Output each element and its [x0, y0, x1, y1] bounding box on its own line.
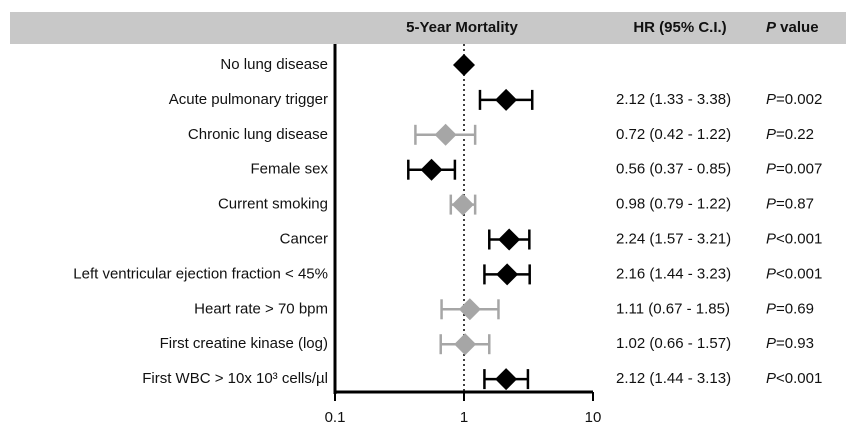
p-label: P=0.007	[766, 161, 822, 178]
p-header: P value	[766, 19, 819, 36]
row-label: First creatine kinase (log)	[160, 335, 328, 352]
hr-label: 0.56 (0.37 - 0.85)	[616, 161, 731, 178]
hr-label: 0.72 (0.42 - 1.22)	[616, 126, 731, 143]
estimate-diamond	[495, 88, 518, 111]
row-label: No lung disease	[220, 56, 328, 73]
row-label: Female sex	[250, 161, 328, 178]
x-tick-label: 0.1	[325, 409, 346, 426]
estimate-diamond	[496, 263, 519, 286]
x-tick-label: 1	[460, 409, 468, 426]
p-label: P<0.001	[766, 370, 822, 387]
estimate-diamond	[420, 158, 443, 181]
p-label: P=0.22	[766, 126, 814, 143]
hr-label: 2.12 (1.33 - 3.38)	[616, 91, 731, 108]
row-label: First WBC > 10x 10³ cells/µl	[142, 370, 328, 387]
p-label: P=0.93	[766, 335, 814, 352]
row-label: Cancer	[280, 230, 328, 247]
row-label: Left ventricular ejection fraction < 45%	[73, 265, 328, 282]
hr-header: HR (95% C.I.)	[633, 19, 726, 36]
estimate-diamond	[495, 368, 518, 391]
estimate-diamond	[451, 193, 474, 216]
estimate-diamond	[498, 228, 521, 251]
row-label: Acute pulmonary trigger	[169, 91, 328, 108]
x-tick-label: 10	[585, 409, 602, 426]
row-label: Chronic lung disease	[188, 126, 328, 143]
hr-label: 0.98 (0.79 - 1.22)	[616, 196, 731, 213]
p-label: P<0.001	[766, 230, 822, 247]
plot-header: 5-Year Mortality	[406, 19, 518, 36]
estimate-diamond	[434, 123, 457, 146]
hr-label: 1.02 (0.66 - 1.57)	[616, 335, 731, 352]
row-label: Current smoking	[218, 196, 328, 213]
estimate-diamond	[454, 333, 477, 356]
p-label: P=0.87	[766, 196, 814, 213]
estimate-diamond	[458, 298, 481, 321]
row-label: Heart rate > 70 bpm	[194, 300, 328, 317]
hr-label: 1.11 (0.67 - 1.85)	[616, 300, 730, 317]
p-label: P<0.001	[766, 265, 822, 282]
p-label: P=0.002	[766, 91, 822, 108]
hr-label: 2.12 (1.44 - 3.13)	[616, 370, 731, 387]
hr-label: 2.24 (1.57 - 3.21)	[616, 230, 731, 247]
header-bar	[10, 12, 846, 44]
p-label: P=0.69	[766, 300, 814, 317]
estimate-diamond	[453, 54, 475, 76]
hr-label: 2.16 (1.44 - 3.23)	[616, 265, 731, 282]
